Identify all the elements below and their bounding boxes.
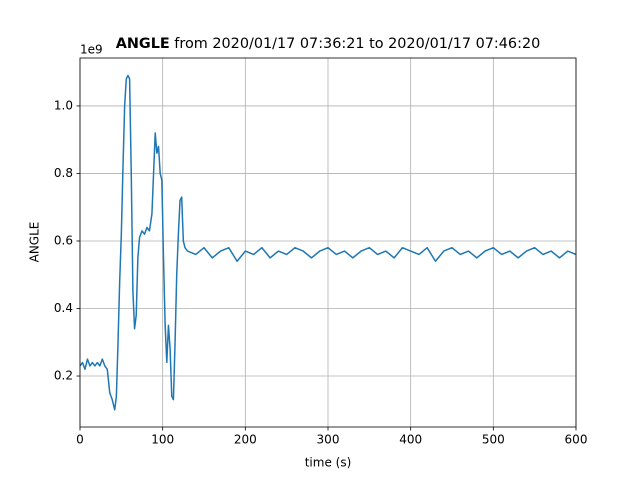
title-rest: from 2020/01/17 07:36:21 to 2020/01/17 0… (174, 36, 540, 52)
x-tick-label: 200 (234, 433, 257, 447)
x-tick-label: 600 (565, 433, 588, 447)
x-tick-label: 300 (317, 433, 340, 447)
x-tick-label: 100 (151, 433, 174, 447)
x-axis-label: time (s) (305, 456, 352, 470)
y-axis-label: ANGLE (28, 222, 42, 263)
chart-title: ANGLE from 2020/01/17 07:36:21 to 2020/0… (116, 36, 541, 52)
x-tick-label: 400 (399, 433, 422, 447)
y-tick-label: 0.4 (54, 301, 73, 315)
x-tick-label: 500 (482, 433, 505, 447)
x-tick-label: 0 (76, 433, 84, 447)
plot-frame (79, 57, 577, 428)
y-tick-label: 0.2 (54, 369, 73, 383)
data-line (79, 74, 577, 411)
y-tick-label: 1.0 (54, 98, 73, 112)
y-tick-label: 0.8 (54, 166, 73, 180)
title-bold: ANGLE (116, 36, 170, 52)
y-tick-label: 0.6 (54, 233, 73, 247)
y-offset-label: 1e9 (80, 43, 103, 57)
